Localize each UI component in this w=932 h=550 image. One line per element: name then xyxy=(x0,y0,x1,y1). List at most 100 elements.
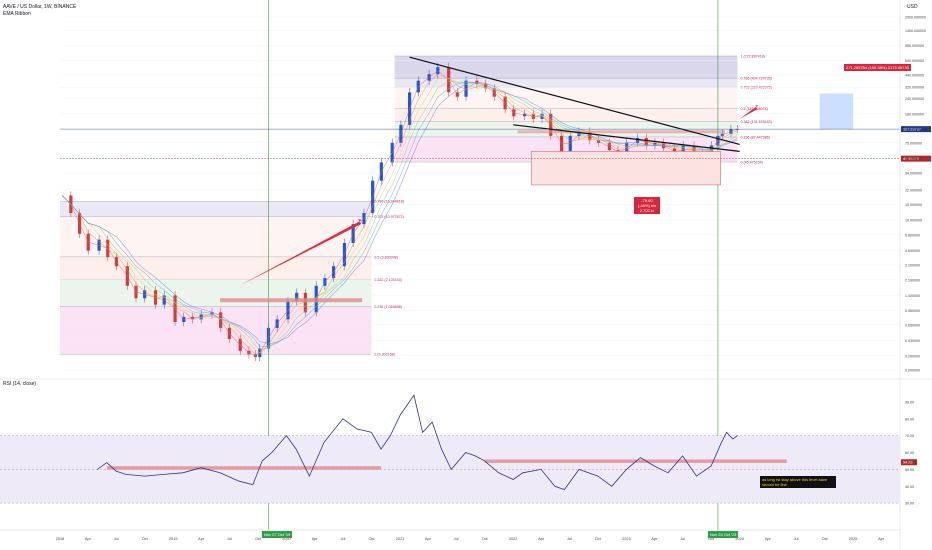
price-tick-label: 75.000000 xyxy=(905,141,922,145)
target-box-label: 271.285754 (195.38%) 2173.05733 xyxy=(844,64,911,71)
fib-retracement-left: 0.786 (16.344818) 0.702 (10.977872) 0.5 (3… xyxy=(60,200,404,357)
ema-ribbon-line xyxy=(61,80,738,351)
date-marker-2019: Nov 07 Oct '19 xyxy=(262,531,293,538)
measure-box-label: -79.60 (-40%) bis 2,703 kr xyxy=(634,197,660,214)
price-tick-label: 34.000000 xyxy=(905,172,922,176)
time-tick-label: Apr xyxy=(651,537,658,541)
fib-level-label: 0.702 (320.402975) xyxy=(740,86,771,90)
price-tick-label: 50.000000 xyxy=(905,157,922,161)
time-tick-label: Oct xyxy=(368,537,375,541)
rsi-value-badge xyxy=(901,459,917,466)
price-badge-label: 107.23737 xyxy=(903,128,921,132)
support-zone xyxy=(220,298,363,303)
rsi-title[interactable]: RSI (14, close) xyxy=(3,381,37,387)
fib-zone-left xyxy=(60,216,372,257)
fib-zone-left xyxy=(60,201,372,217)
time-tick-label: Jul xyxy=(680,537,685,541)
price-tick-label: 950.000000 xyxy=(905,44,924,48)
time-tick-label: Apr xyxy=(312,537,319,541)
fib-zone-right xyxy=(394,55,738,79)
time-tick-label: Oct xyxy=(255,537,262,541)
time-tick-label: 2025 xyxy=(849,537,857,541)
price-tick-label: 440.000000 xyxy=(905,74,924,78)
symbol-title: AAVE / US Dollar, 1W, BINANCE xyxy=(3,4,77,10)
rsi-value-label: 54.23 xyxy=(903,461,913,465)
fib-level-label: 0.382 (2.105448) xyxy=(374,278,401,282)
price-tick-label: 0.650000 xyxy=(905,323,920,327)
time-tick-label: 2018 xyxy=(56,537,64,541)
price-tick-label: 2.100000 xyxy=(905,278,920,282)
price-tick-label: 240.000000 xyxy=(905,97,924,101)
time-axis: 2018 Apr Jul Oct 2019 Apr Jul Oct 2020 Apr Jul Oct 2… xyxy=(0,529,900,541)
price-tick-label: 6.800000 xyxy=(905,233,920,237)
time-tick-label: Jul xyxy=(454,537,459,541)
rsi-note: as long rsi stay above this level aave s… xyxy=(760,476,836,488)
descending-trendline xyxy=(409,56,740,145)
rsi-tick-label: 70.00 xyxy=(905,434,914,438)
fib-zone-right xyxy=(394,108,738,122)
price-tick-label: 22.000000 xyxy=(905,188,922,192)
price-tick-label: 0.430000 xyxy=(905,339,920,343)
price-axis: 0.200000 0.290000 0.430000 0.650000 0.950000… xyxy=(899,0,926,550)
fib-level-label: 0 (0.302168) xyxy=(374,353,394,357)
time-tick-label: 2023 xyxy=(622,537,630,541)
price-badge-label: 49.65379 xyxy=(903,157,919,161)
ema-ribbon-line xyxy=(61,70,738,357)
rsi-tick-label: 60.00 xyxy=(905,451,914,455)
price-tick-label: 640.000000 xyxy=(905,59,924,63)
time-tick-label: Oct xyxy=(822,537,829,541)
price-tick-label: 0.200000 xyxy=(905,369,920,373)
candle-series xyxy=(61,62,740,362)
fib-level-label: 0.702 (10.977872) xyxy=(374,215,403,219)
date-marker-2023: Nov 23 Oct '23 xyxy=(708,531,739,538)
rsi-tick-label: 40.00 xyxy=(905,485,914,489)
fib-level-label: 0.236 (87.447386) xyxy=(740,135,769,139)
price-tick-label: 4.500000 xyxy=(905,249,920,253)
price-tick-label: 0.290000 xyxy=(905,354,920,358)
chart-drawings: 107.23737 49.65379 xyxy=(60,0,931,530)
time-tick-label: Jul xyxy=(114,537,119,541)
time-tick-label: Oct xyxy=(482,537,489,541)
price-tick-label: 0.950000 xyxy=(905,309,920,313)
fib-level-label: 0 (45.475234) xyxy=(740,161,762,165)
time-tick-label: Apr xyxy=(878,537,885,541)
price-tick-label: 1400.000000 xyxy=(905,29,926,33)
time-tick-label: 2019 xyxy=(169,537,177,541)
time-tick-label: 2022 xyxy=(509,537,517,541)
price-tick-label: 3.100000 xyxy=(905,263,920,267)
price-tick-label: 2000.000000 xyxy=(905,15,926,19)
time-tick-label: Oct xyxy=(595,537,602,541)
time-tick-label: 2020 xyxy=(282,537,290,541)
fib-level-label: 0.236 (1.053898) xyxy=(374,305,401,309)
time-tick-label: 2021 xyxy=(396,537,404,541)
time-tick-label: Apr xyxy=(85,537,92,541)
measure-box xyxy=(531,151,721,186)
ema-ribbon-line xyxy=(61,81,738,347)
rsi-tick-label: 50.00 xyxy=(905,468,914,472)
time-tick-label: Apr xyxy=(198,537,205,541)
price-tick-label: 320.000000 xyxy=(905,86,924,90)
fib-zone-left xyxy=(60,306,372,355)
fib-level-label: 0.786 (404.720735) xyxy=(740,77,771,81)
time-tick-label: Apr xyxy=(425,537,432,541)
rsi-tick-label: 80.00 xyxy=(905,417,914,421)
fib-zone-right xyxy=(394,78,738,88)
fib-level-label: 0.382 (131.578163) xyxy=(740,120,771,124)
rsi-support-zone-1 xyxy=(106,466,382,470)
time-tick-label: Jul xyxy=(794,537,799,541)
ema-ribbon-line xyxy=(61,78,738,354)
rsi-line xyxy=(96,394,738,491)
price-tick-label: 10.000000 xyxy=(905,219,922,223)
indicator-label[interactable]: EMA Ribbon xyxy=(3,11,31,17)
fib-level-label: 1 (722.897418) xyxy=(740,54,764,58)
time-tick-label: Apr xyxy=(538,537,545,541)
time-tick-label: Apr xyxy=(765,537,772,541)
ema-ribbon-line xyxy=(61,81,738,345)
rsi-tick-label: 90.00 xyxy=(905,400,914,404)
price-badge xyxy=(901,126,931,133)
time-tick-label: Oct xyxy=(142,537,149,541)
price-grid xyxy=(60,16,900,371)
price-tick-label: 1.400000 xyxy=(905,294,920,298)
currency-label: USD xyxy=(907,4,918,10)
price-tick-label: 15.000000 xyxy=(905,203,922,207)
